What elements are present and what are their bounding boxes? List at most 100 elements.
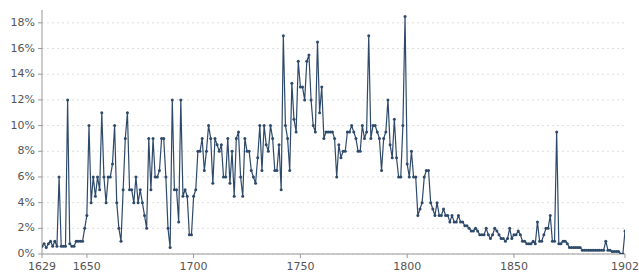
point bbox=[132, 201, 135, 204]
point bbox=[42, 245, 44, 248]
point bbox=[318, 111, 321, 114]
point bbox=[399, 175, 402, 178]
point bbox=[220, 143, 223, 146]
point bbox=[359, 150, 362, 153]
point bbox=[109, 175, 112, 178]
point bbox=[271, 137, 274, 140]
point bbox=[393, 118, 396, 121]
point bbox=[350, 124, 353, 127]
point bbox=[564, 240, 567, 243]
point bbox=[498, 233, 501, 236]
point bbox=[448, 220, 451, 223]
point bbox=[290, 82, 293, 85]
point bbox=[436, 201, 439, 204]
point bbox=[624, 229, 626, 232]
point bbox=[431, 208, 434, 211]
point bbox=[102, 175, 105, 178]
y-tick bbox=[38, 151, 42, 152]
point bbox=[169, 246, 172, 249]
point bbox=[421, 201, 424, 204]
point bbox=[248, 150, 251, 153]
point bbox=[566, 242, 569, 245]
point bbox=[49, 240, 52, 243]
point bbox=[395, 156, 398, 159]
point bbox=[374, 124, 377, 127]
point bbox=[64, 245, 67, 248]
point bbox=[474, 227, 477, 230]
point bbox=[152, 137, 155, 140]
point bbox=[382, 137, 385, 140]
point bbox=[117, 227, 120, 230]
y-tick bbox=[38, 228, 42, 229]
point bbox=[90, 201, 93, 204]
point bbox=[487, 233, 490, 236]
point bbox=[243, 137, 246, 140]
point bbox=[98, 188, 101, 191]
point bbox=[440, 214, 443, 217]
x-tick-label: 1650 bbox=[73, 260, 101, 273]
point bbox=[145, 227, 148, 230]
point bbox=[485, 227, 488, 230]
grid-line bbox=[42, 254, 625, 255]
y-tick-label: 6% bbox=[18, 170, 35, 183]
point bbox=[335, 175, 338, 178]
x-tick bbox=[407, 254, 408, 258]
point bbox=[307, 53, 310, 56]
point bbox=[352, 131, 355, 134]
point bbox=[211, 182, 214, 185]
point bbox=[301, 86, 304, 89]
point bbox=[320, 86, 323, 89]
point bbox=[502, 237, 505, 240]
point bbox=[418, 208, 421, 211]
point bbox=[508, 227, 511, 230]
point bbox=[100, 111, 103, 114]
x-axis-line bbox=[42, 254, 625, 255]
point bbox=[120, 240, 123, 243]
x-tick-label: 1800 bbox=[393, 260, 421, 273]
y-tick bbox=[38, 74, 42, 75]
point bbox=[455, 220, 458, 223]
point bbox=[376, 131, 379, 134]
x-tick-label: 1629 bbox=[28, 260, 56, 273]
point bbox=[532, 240, 535, 243]
y-axis-line bbox=[42, 10, 43, 254]
point bbox=[96, 175, 99, 178]
point bbox=[288, 169, 291, 172]
point bbox=[472, 229, 475, 232]
y-tick-label: 2% bbox=[18, 221, 35, 234]
y-tick bbox=[38, 99, 42, 100]
x-tick bbox=[300, 254, 301, 258]
point bbox=[137, 201, 140, 204]
point bbox=[205, 150, 208, 153]
y-tick bbox=[38, 125, 42, 126]
x-tick bbox=[193, 254, 194, 258]
point bbox=[226, 137, 229, 140]
point bbox=[94, 195, 97, 198]
point bbox=[519, 233, 522, 236]
point bbox=[278, 143, 281, 146]
point bbox=[414, 175, 417, 178]
point bbox=[367, 34, 370, 37]
y-tick-label: 16% bbox=[11, 42, 35, 55]
grid-line bbox=[42, 48, 625, 49]
point bbox=[553, 240, 556, 243]
point bbox=[476, 229, 479, 232]
point bbox=[175, 188, 178, 191]
grid-line bbox=[42, 99, 625, 100]
point bbox=[297, 60, 300, 63]
point bbox=[348, 131, 351, 134]
point bbox=[433, 214, 436, 217]
x-tick bbox=[513, 254, 514, 258]
point bbox=[81, 240, 84, 243]
point bbox=[199, 150, 202, 153]
point bbox=[542, 233, 545, 236]
point bbox=[68, 242, 71, 245]
point bbox=[66, 98, 69, 101]
point bbox=[530, 242, 533, 245]
point bbox=[260, 169, 263, 172]
grid-line bbox=[42, 22, 625, 23]
point bbox=[621, 253, 624, 255]
grid-line bbox=[42, 202, 625, 203]
point bbox=[559, 242, 562, 245]
point bbox=[224, 175, 227, 178]
